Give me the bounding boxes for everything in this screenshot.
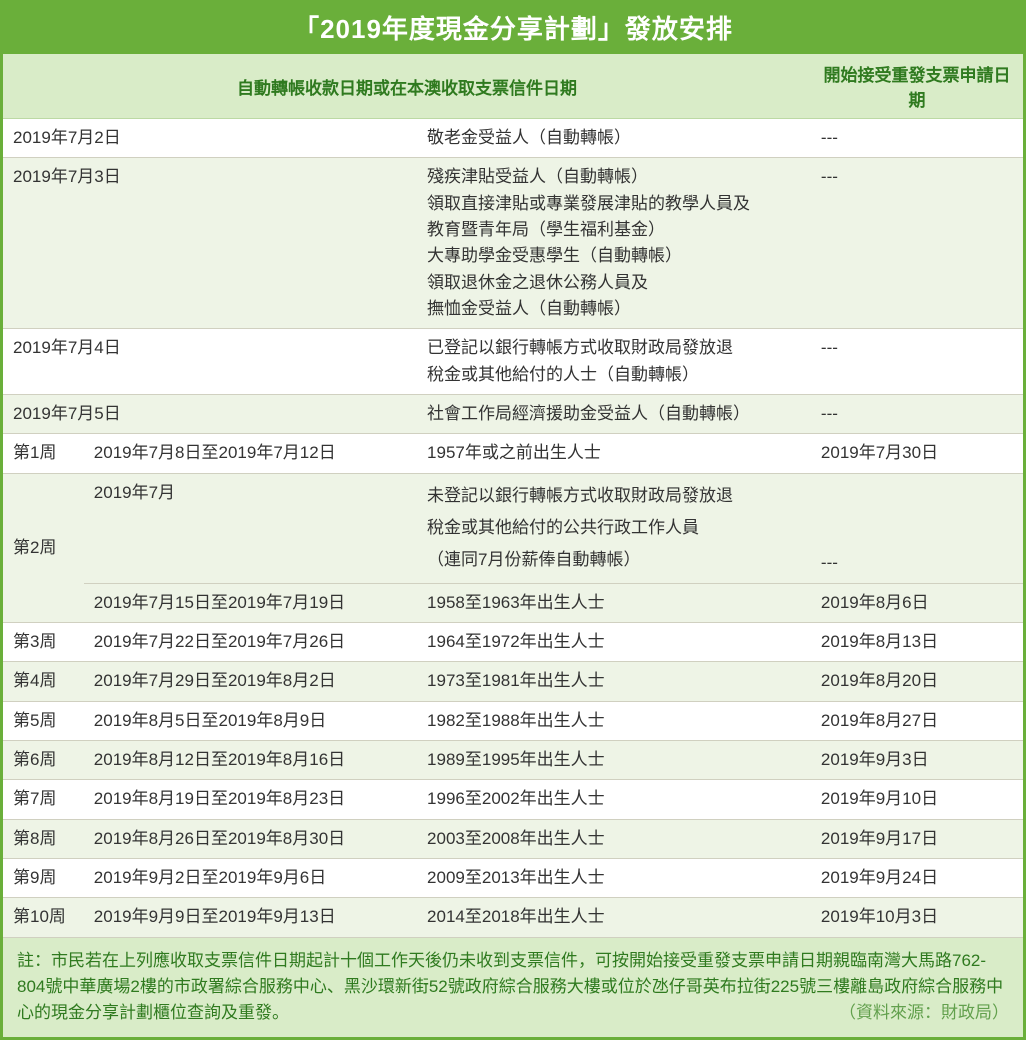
week-row: 2019年7月15日至2019年7月19日1958至1963年出生人士2019年… <box>3 583 1023 622</box>
week-range: 2019年8月19日至2019年8月23日 <box>84 780 417 819</box>
auto-row-reissue: --- <box>811 395 1023 434</box>
auto-row: 2019年7月2日敬老金受益人（自動轉帳）--- <box>3 119 1023 158</box>
week-reissue: 2019年7月30日 <box>811 434 1023 473</box>
week-desc: 2014至2018年出生人士 <box>417 898 811 937</box>
week-label: 第4周 <box>3 662 84 701</box>
auto-row-desc: 已登記以銀行轉帳方式收取財政局發放退稅金或其他給付的人士（自動轉帳） <box>417 329 811 395</box>
week-range: 2019年7月 <box>84 473 417 583</box>
week-row: 第2周2019年7月未登記以銀行轉帳方式收取財政局發放退稅金或其他給付的公共行政… <box>3 473 1023 583</box>
week-reissue: 2019年8月13日 <box>811 623 1023 662</box>
week-reissue: 2019年9月24日 <box>811 859 1023 898</box>
week-row: 第3周2019年7月22日至2019年7月26日1964至1972年出生人士20… <box>3 623 1023 662</box>
week-row: 第4周2019年7月29日至2019年8月2日1973至1981年出生人士201… <box>3 662 1023 701</box>
week-label: 第2周 <box>3 473 84 622</box>
week-desc: 1973至1981年出生人士 <box>417 662 811 701</box>
week-label: 第6周 <box>3 741 84 780</box>
week-label: 第5周 <box>3 701 84 740</box>
week-reissue: 2019年8月20日 <box>811 662 1023 701</box>
week-row: 第6周2019年8月12日至2019年8月16日1989至1995年出生人士20… <box>3 741 1023 780</box>
week-desc: 2003至2008年出生人士 <box>417 819 811 858</box>
week-range: 2019年7月29日至2019年8月2日 <box>84 662 417 701</box>
week-desc: 未登記以銀行轉帳方式收取財政局發放退稅金或其他給付的公共行政工作人員（連同7月份… <box>417 473 811 583</box>
week-desc: 1964至1972年出生人士 <box>417 623 811 662</box>
header-row: 自動轉帳收款日期或在本澳收取支票信件日期 開始接受重發支票申請日期 <box>3 54 1023 119</box>
week-desc: 1982至1988年出生人士 <box>417 701 811 740</box>
page-title: 「2019年度現金分享計劃」發放安排 <box>3 3 1023 54</box>
week-row: 第1周2019年7月8日至2019年7月12日1957年或之前出生人士2019年… <box>3 434 1023 473</box>
source-text: （資料來源：財政局） <box>839 1000 1009 1026</box>
auto-row-date: 2019年7月3日 <box>3 158 417 329</box>
auto-row-date: 2019年7月5日 <box>3 395 417 434</box>
week-row: 第7周2019年8月19日至2019年8月23日1996至2002年出生人士20… <box>3 780 1023 819</box>
week-range: 2019年7月22日至2019年7月26日 <box>84 623 417 662</box>
week-reissue: 2019年9月10日 <box>811 780 1023 819</box>
week-desc: 2009至2013年出生人士 <box>417 859 811 898</box>
week-label: 第7周 <box>3 780 84 819</box>
week-reissue: 2019年9月17日 <box>811 819 1023 858</box>
auto-row-date: 2019年7月2日 <box>3 119 417 158</box>
week-reissue: --- <box>811 473 1023 583</box>
auto-row-desc: 殘疾津貼受益人（自動轉帳）領取直接津貼或專業發展津貼的教學人員及教育暨青年局（學… <box>417 158 811 329</box>
week-desc: 1958至1963年出生人士 <box>417 583 811 622</box>
auto-row-date: 2019年7月4日 <box>3 329 417 395</box>
auto-row-reissue: --- <box>811 158 1023 329</box>
schedule-table: 自動轉帳收款日期或在本澳收取支票信件日期 開始接受重發支票申請日期 2019年7… <box>3 54 1023 938</box>
week-reissue: 2019年8月27日 <box>811 701 1023 740</box>
week-label: 第3周 <box>3 623 84 662</box>
week-row: 第5周2019年8月5日至2019年8月9日1982至1988年出生人士2019… <box>3 701 1023 740</box>
week-reissue: 2019年10月3日 <box>811 898 1023 937</box>
week-row: 第9周2019年9月2日至2019年9月6日2009至2013年出生人士2019… <box>3 859 1023 898</box>
week-label: 第8周 <box>3 819 84 858</box>
week-range: 2019年7月8日至2019年7月12日 <box>84 434 417 473</box>
auto-row-reissue: --- <box>811 119 1023 158</box>
auto-row-desc: 社會工作局經濟援助金受益人（自動轉帳） <box>417 395 811 434</box>
week-range: 2019年8月5日至2019年8月9日 <box>84 701 417 740</box>
week-desc: 1996至2002年出生人士 <box>417 780 811 819</box>
week-range: 2019年8月26日至2019年8月30日 <box>84 819 417 858</box>
week-reissue: 2019年8月6日 <box>811 583 1023 622</box>
auto-row-reissue: --- <box>811 329 1023 395</box>
week-range: 2019年8月12日至2019年8月16日 <box>84 741 417 780</box>
auto-row: 2019年7月4日已登記以銀行轉帳方式收取財政局發放退稅金或其他給付的人士（自動… <box>3 329 1023 395</box>
header-left: 自動轉帳收款日期或在本澳收取支票信件日期 <box>3 54 811 119</box>
footnote: 註：市民若在上列應收取支票信件日期起計十個工作天後仍未收到支票信件，可按開始接受… <box>3 938 1023 1037</box>
week-range: 2019年9月9日至2019年9月13日 <box>84 898 417 937</box>
week-row: 第10周2019年9月9日至2019年9月13日2014至2018年出生人士20… <box>3 898 1023 937</box>
week-row: 第8周2019年8月26日至2019年8月30日2003至2008年出生人士20… <box>3 819 1023 858</box>
week-desc: 1989至1995年出生人士 <box>417 741 811 780</box>
week-reissue: 2019年9月3日 <box>811 741 1023 780</box>
week-label: 第1周 <box>3 434 84 473</box>
auto-row-desc: 敬老金受益人（自動轉帳） <box>417 119 811 158</box>
week-range: 2019年9月2日至2019年9月6日 <box>84 859 417 898</box>
week-desc: 1957年或之前出生人士 <box>417 434 811 473</box>
auto-row: 2019年7月3日殘疾津貼受益人（自動轉帳）領取直接津貼或專業發展津貼的教學人員… <box>3 158 1023 329</box>
week-range: 2019年7月15日至2019年7月19日 <box>84 583 417 622</box>
week-label: 第9周 <box>3 859 84 898</box>
auto-row: 2019年7月5日社會工作局經濟援助金受益人（自動轉帳）--- <box>3 395 1023 434</box>
schedule-table-container: 「2019年度現金分享計劃」發放安排 自動轉帳收款日期或在本澳收取支票信件日期 … <box>0 0 1026 1040</box>
header-right: 開始接受重發支票申請日期 <box>811 54 1023 119</box>
week-label: 第10周 <box>3 898 84 937</box>
